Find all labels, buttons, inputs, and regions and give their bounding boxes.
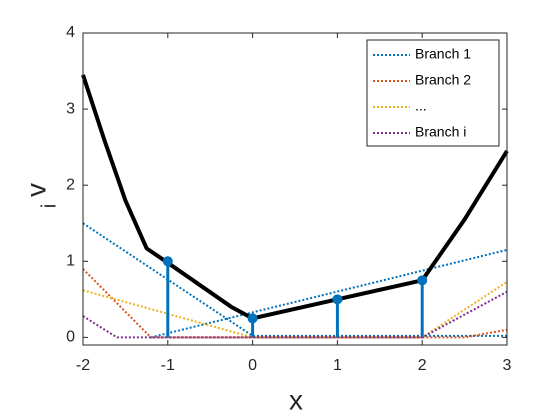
y-axis-label: v [20, 183, 51, 197]
envelope-line [81, 74, 509, 321]
legend-box [366, 39, 500, 147]
x-tick-label: -1 [161, 357, 175, 374]
stem-marker [162, 256, 173, 267]
legend-label: Branch 1 [415, 46, 471, 62]
legend-label: Branch 2 [415, 72, 471, 88]
y-tick-label: 4 [66, 24, 75, 41]
x-tick-label: 3 [503, 357, 512, 374]
branch-line [82, 268, 508, 339]
y-axis-label-subscript: i [38, 204, 60, 208]
stem-marker [417, 275, 428, 286]
stem-marker [332, 294, 343, 305]
axes-box [82, 32, 508, 346]
y-tick-label: 2 [66, 176, 75, 193]
branch-line [82, 222, 508, 339]
x-tick-label: 1 [333, 357, 342, 374]
y-tick-label: 1 [66, 253, 75, 270]
x-axis-label: x [289, 384, 303, 415]
legend-label: Branch i [415, 124, 466, 140]
x-tick-label: -2 [76, 357, 90, 374]
x-tick-label: 0 [248, 357, 257, 374]
x-tick-label: 2 [418, 357, 427, 374]
y-axis-label-group: v i [20, 183, 60, 208]
y-tick-label: 3 [66, 100, 75, 117]
branch-line [82, 290, 508, 339]
y-tick-label: 0 [66, 329, 75, 346]
legend-label: ... [415, 98, 427, 114]
stem-marker [247, 313, 258, 324]
